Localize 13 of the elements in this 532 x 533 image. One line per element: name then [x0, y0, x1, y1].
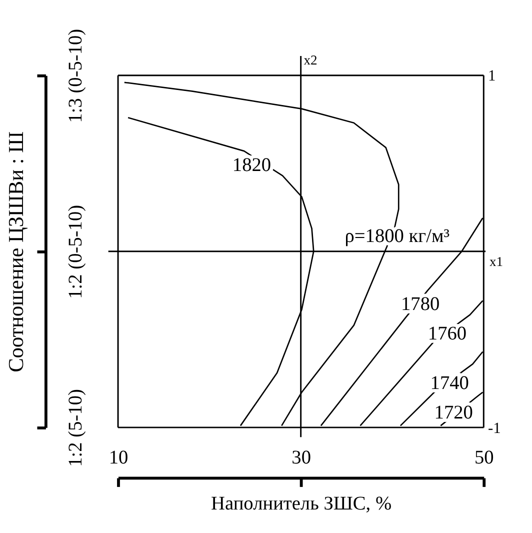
- x-tick-label: 10: [108, 448, 128, 469]
- y-tick-label: -1: [488, 420, 501, 437]
- y-axis-title: Соотношение ЦЗШВи : Ш: [4, 131, 28, 372]
- text: 1:2 (0-5-10): [66, 204, 87, 299]
- ref-line-label: x2: [304, 52, 318, 68]
- series-label: 1820: [232, 155, 272, 176]
- x-axis-title: Наполнитель ЗШС, %: [211, 494, 392, 515]
- ref-line-label: x1: [489, 254, 503, 269]
- text: 1:2 (5-10): [66, 389, 87, 467]
- text: 1:3 (0-5-10): [66, 28, 87, 123]
- x-tick-label: 30: [292, 448, 311, 469]
- x-tick-label: 50: [474, 448, 494, 469]
- y-tick-label: 1: [488, 68, 496, 85]
